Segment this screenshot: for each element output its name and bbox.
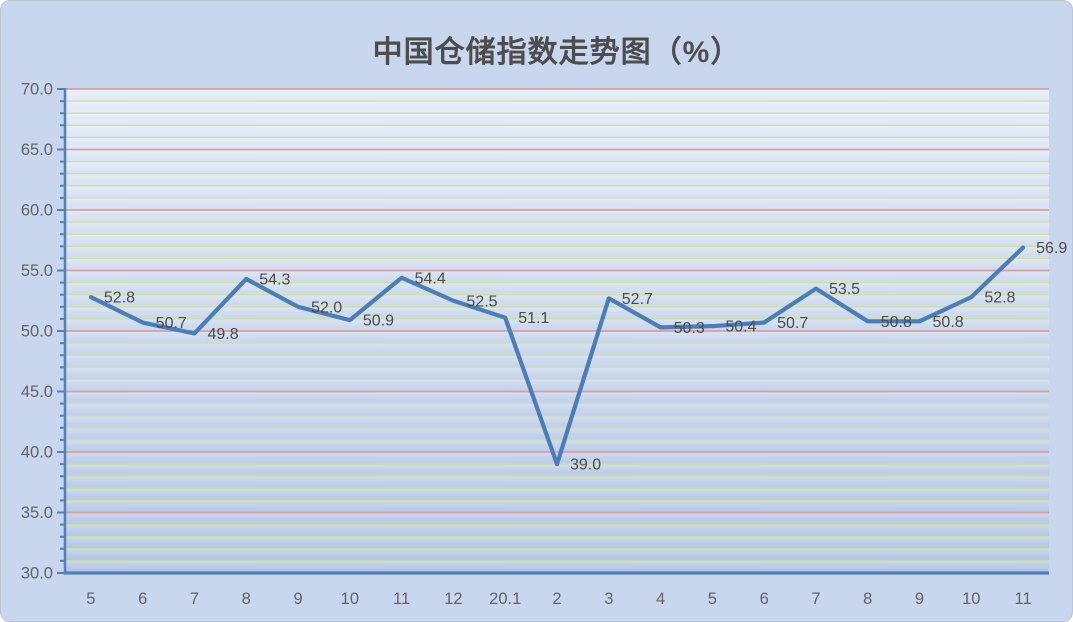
x-tick-label: 8 xyxy=(242,590,251,608)
chart-title: 中国仓储指数走势图（%） xyxy=(372,36,742,69)
data-label: 52.8 xyxy=(104,290,135,307)
y-tick-label: 40.0 xyxy=(21,444,53,462)
x-tick-label: 9 xyxy=(293,590,302,608)
gridlines-minor xyxy=(65,100,1049,562)
series-line xyxy=(88,245,1026,467)
data-label: 50.8 xyxy=(933,314,964,331)
y-tick-label: 55.0 xyxy=(21,262,53,280)
y-tick-label: 50.0 xyxy=(21,323,53,341)
gridlines-major xyxy=(65,88,1049,514)
data-label: 51.1 xyxy=(518,310,549,327)
data-label: 49.8 xyxy=(207,326,238,343)
x-tick-label: 11 xyxy=(393,590,410,608)
data-label: 50.7 xyxy=(156,315,187,332)
x-tick-label: 2 xyxy=(552,590,561,608)
x-tick-label: 7 xyxy=(811,590,820,608)
x-tick-label: 10 xyxy=(341,590,359,608)
data-label: 52.0 xyxy=(311,299,342,316)
x-tick-label: 11 xyxy=(1015,590,1032,608)
x-tick-label: 7 xyxy=(190,590,199,608)
data-label: 53.5 xyxy=(829,281,860,298)
data-label: 52.7 xyxy=(622,291,653,308)
y-tick-label: 45.0 xyxy=(21,383,53,401)
x-tick-label: 9 xyxy=(915,590,924,608)
data-label: 50.8 xyxy=(881,314,912,331)
x-tick-label: 4 xyxy=(656,590,665,608)
x-tick-label: 10 xyxy=(962,590,980,608)
data-label: 50.7 xyxy=(777,315,808,332)
data-label: 54.4 xyxy=(415,270,446,287)
x-tick-label: 6 xyxy=(138,590,147,608)
x-tick-label: 8 xyxy=(863,590,872,608)
x-tick-label: 3 xyxy=(604,590,613,608)
x-tick-label: 5 xyxy=(86,590,95,608)
axes xyxy=(57,88,1049,575)
y-tick-label: 60.0 xyxy=(21,202,53,220)
data-label: 52.8 xyxy=(984,290,1015,307)
data-label: 50.9 xyxy=(363,313,394,330)
data-labels: 52.8 50.7 49.8 54.3 52.0 50.9 54.4 52.5 51.1 39.0… xyxy=(104,240,1067,474)
data-label: 52.5 xyxy=(466,293,497,310)
data-label: 50.4 xyxy=(725,319,756,336)
y-tick-labels: 30.0 35.0 40.0 45.0 50.0 55.0 60.0 65.0 70.0 xyxy=(21,81,53,583)
x-tick-label: 6 xyxy=(760,590,769,608)
data-label: 56.9 xyxy=(1036,240,1067,257)
x-tick-label: 5 xyxy=(708,590,717,608)
y-tick-label: 30.0 xyxy=(21,565,53,583)
data-label: 39.0 xyxy=(570,457,601,474)
x-tick-label: 12 xyxy=(444,590,462,608)
y-tick-label: 35.0 xyxy=(21,504,53,522)
y-tick-label: 65.0 xyxy=(21,141,53,159)
data-label: 54.3 xyxy=(259,271,290,288)
data-label: 50.3 xyxy=(674,320,705,337)
x-tick-label: 20.1 xyxy=(489,590,521,608)
x-tick-labels: 5 6 7 8 9 10 11 12 20.1 2 3 4 5 6 7 8 9 10 11 xyxy=(86,590,1031,608)
y-tick-label: 70.0 xyxy=(21,81,53,99)
